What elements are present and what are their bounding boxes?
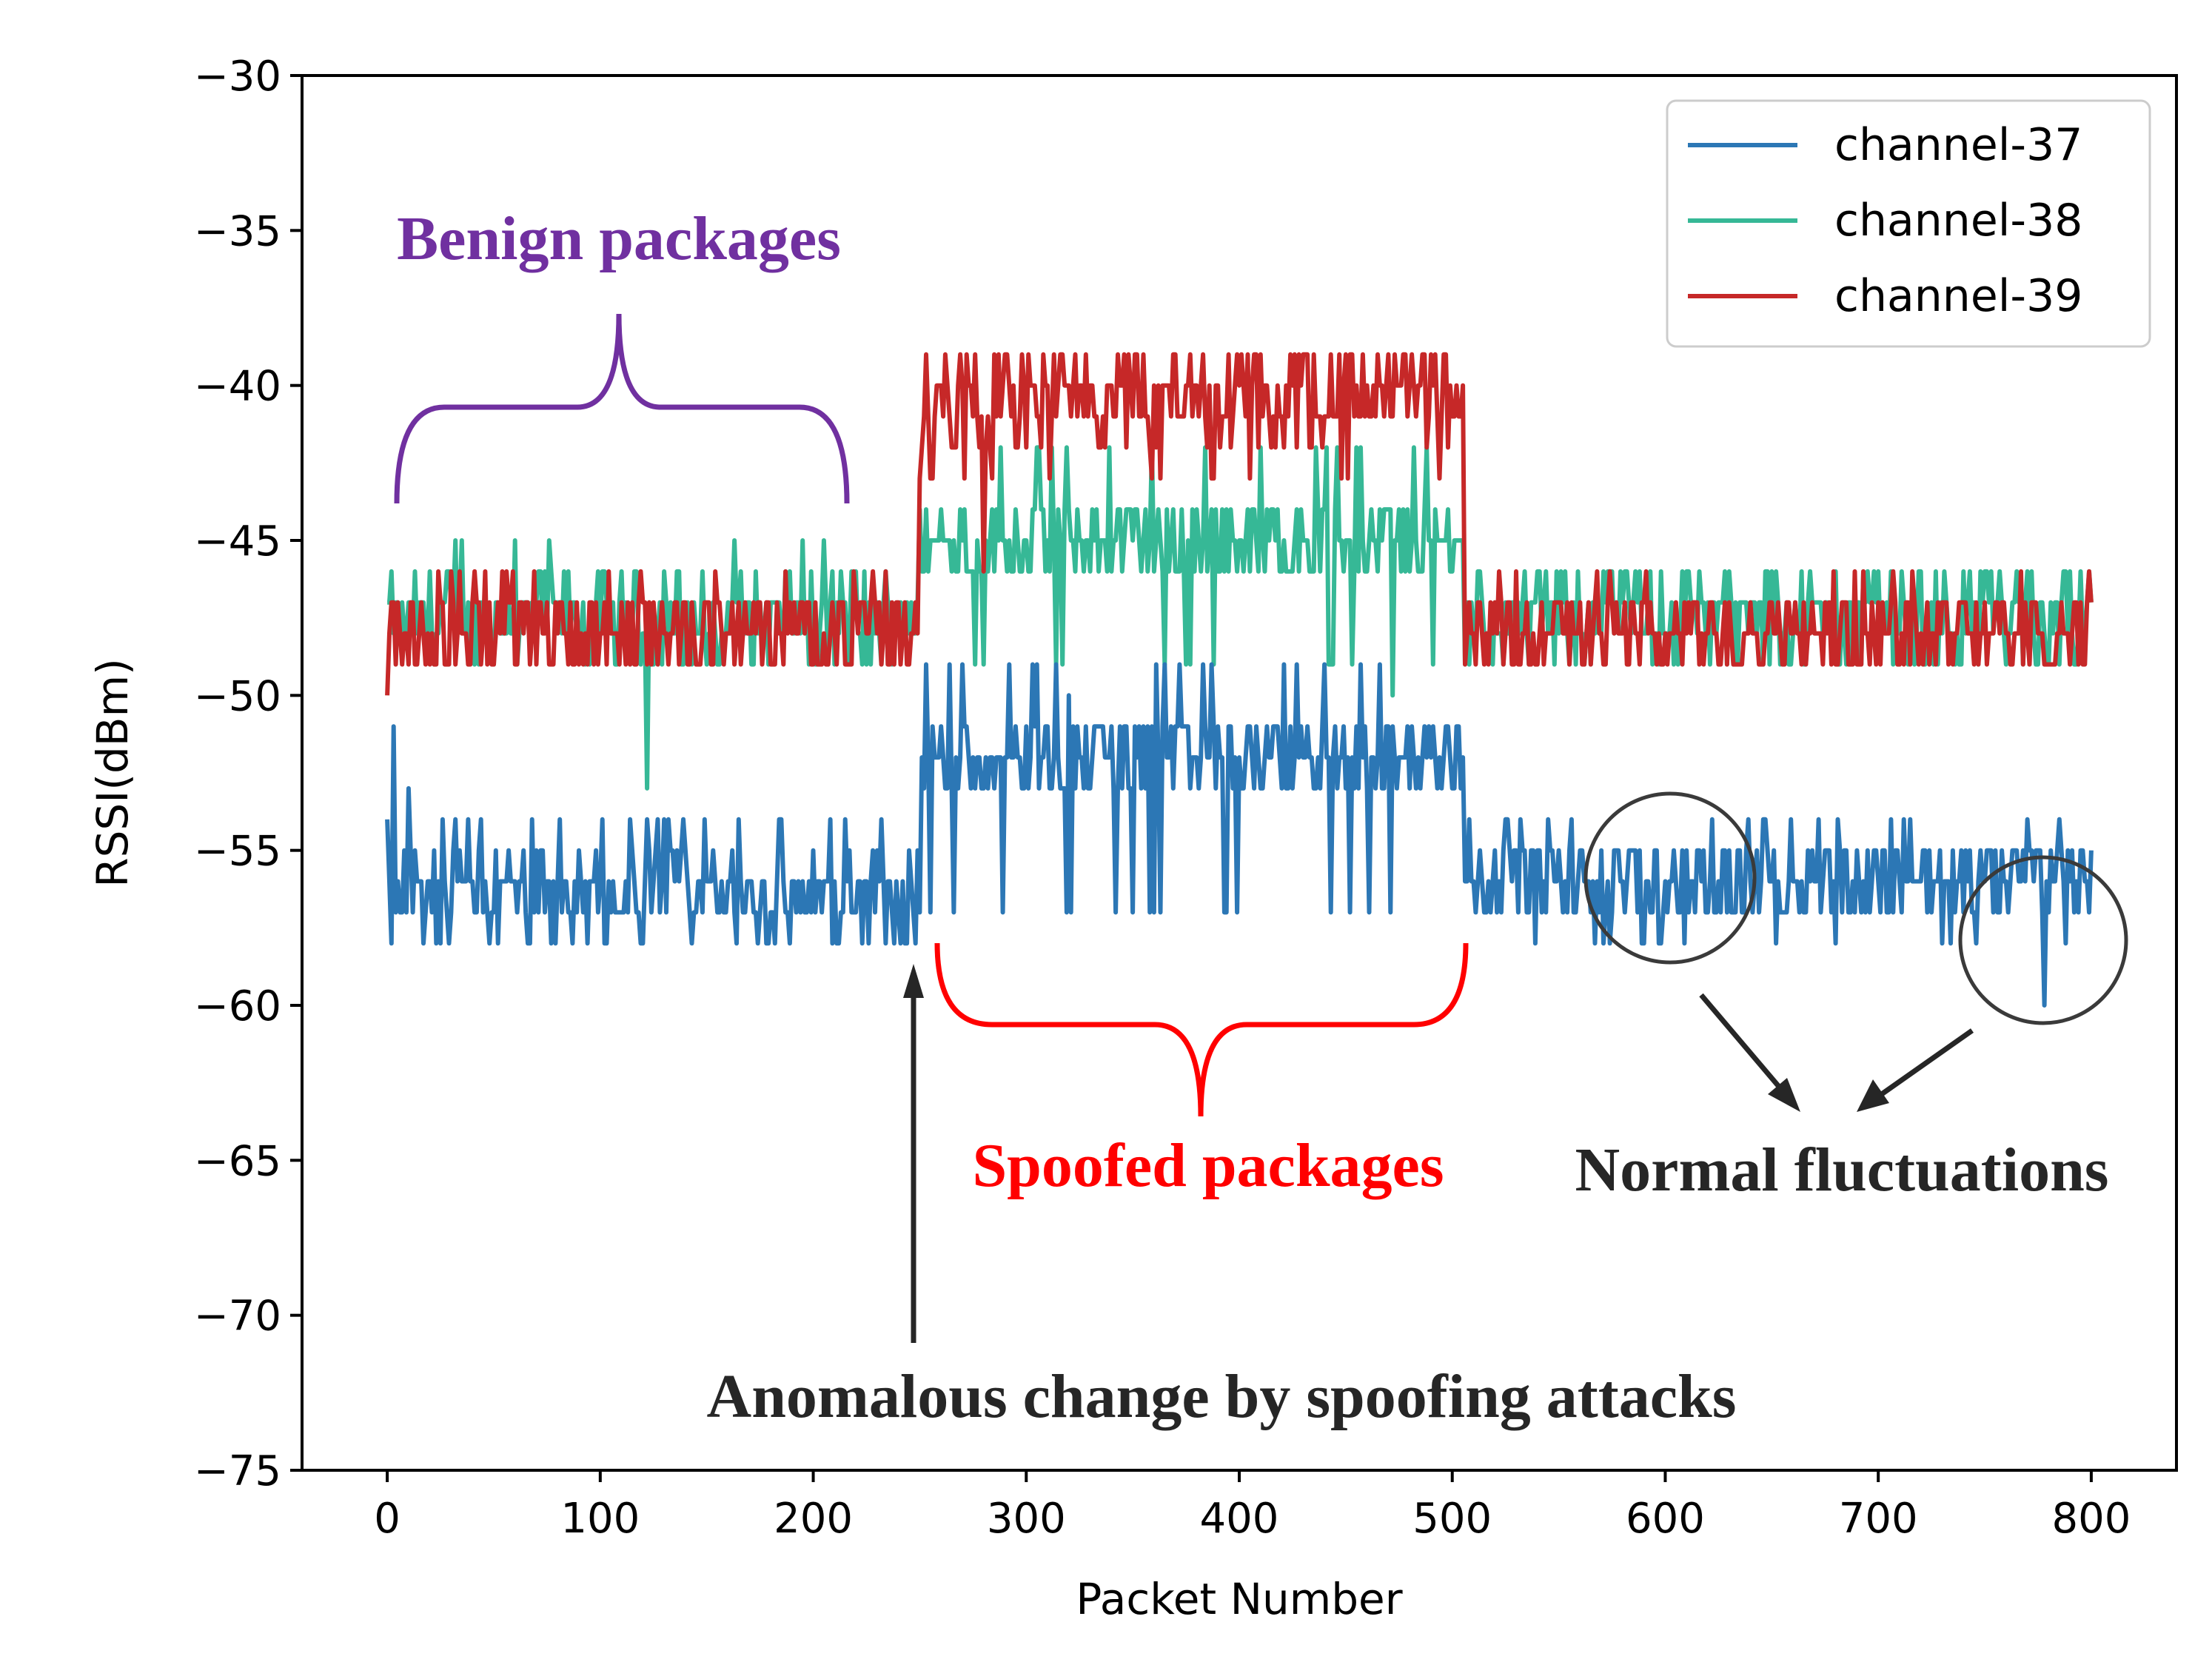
x-tick-label: 0: [374, 1495, 400, 1543]
fluctuation-arrow-2: [1875, 1028, 1974, 1099]
ticks-layer: 0 100 200 300 400 500 600 700 800 −75 −70 −65 −60 −55…: [194, 53, 2131, 1543]
benign-packages-label: Benign packages: [397, 204, 841, 273]
series-layer: [385, 352, 2094, 1008]
normal-fluctuations-label: Normal fluctuations: [1575, 1136, 2109, 1204]
y-tick-label: −40: [194, 363, 281, 411]
y-tick-label: −35: [194, 207, 281, 255]
fluctuation-circle-1: [1583, 791, 1757, 965]
y-axis-label: RSSI(dBm): [87, 658, 138, 887]
fluctuation-arrowhead-1: [1768, 1078, 1800, 1112]
fluctuation-arrow-1: [1699, 993, 1786, 1095]
y-tick-label: −30: [194, 53, 281, 101]
x-tick-label: 100: [560, 1495, 640, 1543]
y-tick-label: −65: [194, 1137, 281, 1185]
x-tick-label: 600: [1626, 1495, 1705, 1543]
x-tick-label: 400: [1200, 1495, 1279, 1543]
legend-box: [1666, 99, 2151, 348]
anomalous-change-label: Anomalous change by spoofing attacks: [707, 1362, 1737, 1431]
spoofed-annotation: Spoofed packages: [934, 942, 1469, 1200]
y-tick-label: −60: [194, 982, 281, 1031]
benign-annotation: Benign packages: [394, 204, 850, 504]
y-tick-label: −70: [194, 1293, 281, 1341]
series-line-channel-38: [387, 445, 2094, 791]
y-tick-label: −50: [194, 672, 281, 720]
benign-brace: [394, 313, 850, 504]
fluctuation-circle-2: [1958, 855, 2128, 1025]
x-tick-label: 200: [774, 1495, 853, 1543]
legend-label-channel-39: channel-39: [1834, 270, 2082, 322]
legend-label-channel-37: channel-37: [1834, 119, 2082, 171]
x-tick-label: 700: [1839, 1495, 1918, 1543]
y-tick-label: −55: [194, 828, 281, 876]
legend-label-channel-38: channel-38: [1834, 195, 2082, 247]
y-tick-label: −45: [194, 517, 281, 566]
x-axis-label: Packet Number: [1076, 1574, 1402, 1624]
anomaly-arrowhead: [903, 964, 924, 998]
fluctuation-arrowhead-2: [1857, 1079, 1889, 1112]
legend: channel-37 channel-38 channel-39: [1666, 99, 2151, 348]
fluctuation-annotation: Normal fluctuations: [1575, 791, 2128, 1204]
x-tick-label: 300: [987, 1495, 1066, 1543]
series-line-channel-39: [385, 352, 2094, 696]
spoofed-brace: [934, 942, 1469, 1117]
x-tick-label: 500: [1412, 1495, 1492, 1543]
spoofed-packages-label: Spoofed packages: [972, 1131, 1444, 1200]
anomaly-annotation: Anomalous change by spoofing attacks: [707, 964, 1737, 1431]
x-tick-label: 800: [2051, 1495, 2131, 1543]
series-line-channel-37: [385, 662, 2094, 1008]
y-tick-label: −75: [194, 1447, 281, 1495]
